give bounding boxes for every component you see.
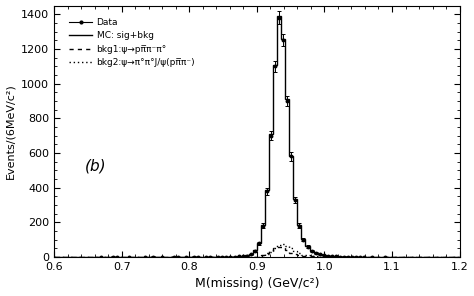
Legend: Data, MC: sig+bkg, bkg1:ψ→pπ̅π⁻π°, bkg2:ψ→π°π°J/ψ(pπ̅π⁻): Data, MC: sig+bkg, bkg1:ψ→pπ̅π⁻π°, bkg2:… — [67, 15, 198, 70]
Y-axis label: Events/(6MeV/c²): Events/(6MeV/c²) — [6, 83, 16, 179]
Text: (b): (b) — [84, 158, 106, 173]
X-axis label: M(missing) (GeV/c²): M(missing) (GeV/c²) — [195, 277, 319, 290]
